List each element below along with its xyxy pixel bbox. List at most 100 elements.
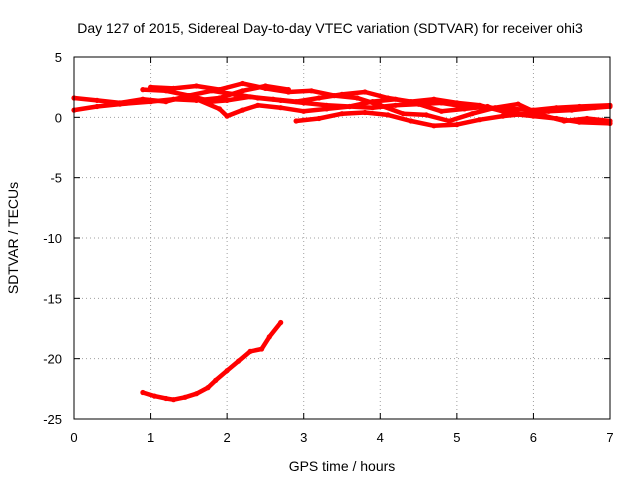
data-point: [469, 111, 475, 117]
data-point: [553, 115, 560, 122]
y-tick-label: -10: [43, 231, 62, 246]
data-point: [569, 107, 575, 113]
data-point: [324, 106, 330, 112]
data-series: [71, 80, 613, 403]
data-point: [301, 108, 307, 114]
data-point: [408, 118, 414, 124]
data-point: [236, 358, 242, 364]
data-point: [515, 101, 521, 107]
data-point: [224, 368, 230, 374]
data-point: [316, 115, 322, 122]
data-point: [151, 393, 157, 399]
data-point: [347, 103, 353, 110]
data-point: [370, 105, 376, 111]
data-point: [316, 95, 322, 101]
x-tick-label: 3: [300, 430, 307, 445]
data-point: [354, 95, 360, 101]
x-tick-label: 1: [147, 430, 154, 445]
data-point: [393, 96, 399, 102]
data-point: [148, 99, 154, 105]
x-axis-label: GPS time / hours: [289, 458, 396, 474]
data-point: [148, 84, 154, 90]
chart-title: Day 127 of 2015, Sidereal Day-to-day VTE…: [77, 20, 583, 36]
data-point: [278, 105, 284, 111]
data-point: [247, 348, 253, 354]
data-point: [255, 102, 261, 108]
data-point: [592, 105, 598, 111]
data-point: [186, 93, 192, 99]
data-point: [193, 96, 200, 102]
y-tick-label: -15: [43, 291, 62, 306]
data-point: [500, 113, 506, 119]
data-point: [285, 89, 291, 95]
data-point: [400, 111, 406, 117]
data-point: [454, 122, 460, 128]
data-point: [259, 346, 265, 352]
data-point: [362, 89, 368, 95]
x-tick-label: 0: [70, 430, 77, 445]
data-point: [205, 385, 211, 391]
data-point: [163, 395, 169, 402]
data-point: [224, 113, 230, 119]
data-point: [416, 101, 422, 107]
data-point: [446, 118, 452, 124]
data-point: [293, 118, 299, 124]
data-point: [423, 112, 429, 118]
data-point: [377, 102, 383, 108]
data-point: [431, 96, 437, 102]
data-point: [170, 397, 177, 403]
grid-lines: [74, 57, 610, 419]
data-point: [584, 115, 590, 122]
y-axis-label: SDTVAR / TECUs: [5, 182, 21, 294]
data-point: [193, 391, 200, 397]
data-point: [362, 109, 368, 116]
data-point: [293, 99, 299, 105]
data-point: [140, 87, 146, 93]
data-point: [262, 85, 268, 91]
data-point: [216, 106, 223, 112]
data-point: [278, 319, 284, 326]
data-point: [170, 96, 177, 102]
data-point: [224, 97, 230, 103]
y-tick-label: 0: [55, 110, 62, 125]
x-tick-label: 5: [453, 430, 460, 445]
data-point: [477, 117, 483, 123]
data-point: [393, 102, 399, 108]
data-point: [370, 99, 376, 105]
data-point: [193, 83, 200, 89]
data-point: [331, 93, 337, 99]
data-point: [461, 106, 468, 112]
data-point: [170, 85, 177, 91]
y-tick-label: -5: [50, 171, 62, 186]
x-tick-label: 2: [224, 430, 231, 445]
x-tick-label: 7: [606, 430, 613, 445]
y-tick-label: 5: [55, 50, 62, 65]
data-point: [216, 87, 223, 93]
data-point: [213, 377, 219, 383]
data-point: [385, 112, 391, 118]
data-point: [339, 111, 345, 117]
y-tick-label: -25: [43, 412, 62, 427]
data-point: [94, 97, 100, 103]
data-point: [270, 96, 276, 102]
data-point: [239, 88, 246, 94]
data-point: [523, 111, 529, 117]
series-line-track-b: [71, 83, 291, 113]
data-point: [182, 394, 188, 400]
data-point: [117, 101, 123, 107]
series-line-track-e: [194, 96, 613, 126]
data-point: [438, 108, 445, 114]
x-tick-label: 6: [530, 430, 537, 445]
y-tick-label: -20: [43, 352, 62, 367]
data-point: [484, 103, 491, 110]
data-point: [266, 334, 272, 340]
data-point: [239, 80, 246, 87]
data-point: [239, 107, 246, 113]
data-point: [247, 94, 253, 100]
x-tick-label: 4: [377, 430, 384, 445]
data-point: [454, 100, 460, 106]
data-point: [576, 119, 583, 125]
data-point: [308, 88, 314, 94]
